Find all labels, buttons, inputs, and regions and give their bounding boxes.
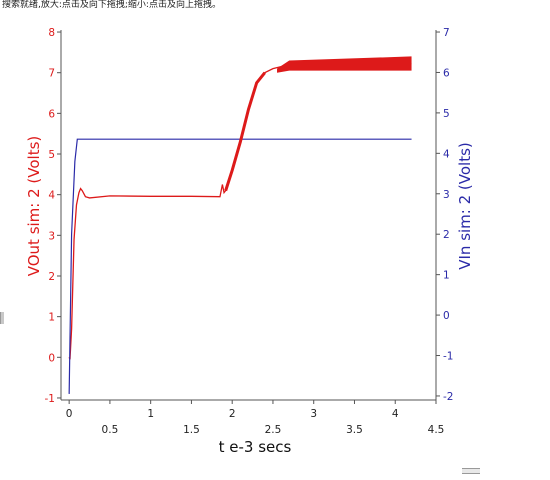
y-left-tick-label: 8	[48, 27, 55, 39]
y-right-tick-label: 0	[443, 310, 450, 322]
y-left-tick-label: 0	[48, 352, 55, 364]
y-right-tick-label: 3	[443, 189, 450, 201]
x-tick-label: 2	[229, 408, 236, 420]
y-right-tick-label: 7	[443, 27, 450, 39]
x-tick-label: 1.5	[183, 424, 200, 436]
y-right-tick-label: -2	[443, 391, 453, 403]
x-tick-label: 3.5	[346, 424, 363, 436]
x-tick-label: 1	[147, 408, 154, 420]
vout-series-line	[68, 63, 412, 360]
bottom-resize-handle[interactable]	[462, 468, 480, 474]
y-right-axis-label: VIn sim: 2 (Volts)	[456, 142, 474, 270]
y-left-axis-label: VOut sim: 2 (Volts)	[25, 136, 43, 277]
y-right-tick-label: 1	[443, 270, 450, 282]
x-tick-label: 4	[392, 408, 399, 420]
y-left-tick-label: 3	[48, 230, 55, 242]
y-left-tick-label: -1	[45, 393, 55, 405]
y-left-tick-label: 7	[48, 68, 55, 80]
x-tick-label: 3	[310, 408, 317, 420]
y-left-tick-label: 1	[48, 312, 55, 324]
x-tick-label: 2.5	[265, 424, 282, 436]
x-axis-label: t e-3 secs	[219, 438, 292, 456]
x-tick-label: 0.5	[102, 424, 119, 436]
series-layer	[68, 56, 412, 394]
y-right-tick-labels: -2 -1 0 1 2 3 4 5 6 7	[436, 27, 453, 403]
y-right-tick-label: 5	[443, 108, 450, 120]
vout-rise-segment	[224, 71, 266, 192]
status-caption: 搜索就绪,放大:点击及向下拖拽;缩小:点击及向上拖拽。	[2, 0, 221, 10]
vin-series-line	[68, 138, 412, 394]
y-right-tick-label: 4	[443, 148, 450, 160]
x-tick-label: 0	[66, 408, 73, 420]
y-right-tick-label: -1	[443, 351, 453, 363]
y-right-tick-label: 6	[443, 67, 450, 79]
y-left-tick-label: 4	[48, 190, 55, 202]
x-tick-label: 4.5	[428, 424, 445, 436]
left-scroll-handle[interactable]	[0, 312, 4, 324]
y-right-tick-label: 2	[443, 229, 450, 241]
x-tick-labels: 0 1 2 3 4 0.5 1.5 2.5 3.5 4.5	[66, 400, 445, 436]
y-left-tick-label: 6	[48, 108, 55, 120]
y-left-tick-label: 2	[48, 271, 55, 283]
y-left-tick-labels: -1 0 1 2 3 4 5 6 7 8	[45, 27, 61, 405]
y-left-tick-label: 5	[48, 149, 55, 161]
